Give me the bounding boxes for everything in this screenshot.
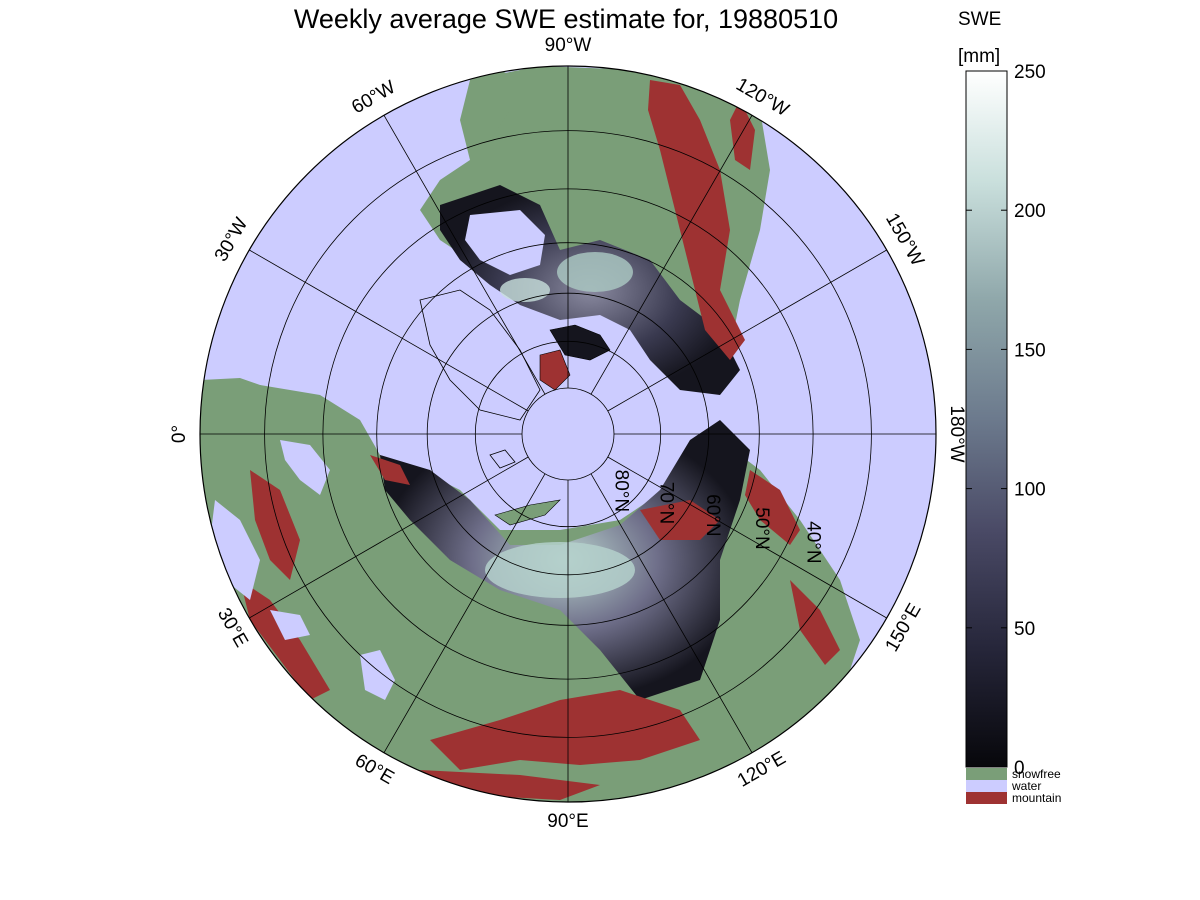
novaya-zemlya-island [494, 499, 561, 526]
baltic-sea [280, 440, 330, 495]
meridian-line [607, 456, 887, 619]
colorbar-tick-label: 250 [1014, 62, 1046, 83]
west-coast-mountains [730, 100, 755, 170]
scandinavia-mountains [370, 455, 410, 485]
meridian-line [249, 456, 529, 619]
colorbar: SWE [mm] 0 50 100 150 200 250 [958, 9, 1046, 779]
meridian-line [249, 249, 529, 412]
greenland-land [460, 70, 520, 160]
kamchatka-mountains [790, 580, 840, 665]
mediterranean-sea [210, 500, 260, 600]
meridian-line [383, 473, 546, 753]
legend-swatch-mountain [966, 792, 1007, 804]
black-sea [270, 610, 310, 640]
meridian-line [590, 115, 753, 395]
longitude-label: 90°E [547, 811, 588, 832]
latitude-label: 60°N [702, 494, 723, 536]
meridian-lines [200, 66, 936, 802]
colorbar-tick-label: 150 [1014, 340, 1046, 361]
europe-land [200, 378, 300, 430]
longitude-label: 90°W [545, 35, 592, 56]
chart-title: Weekly average SWE estimate for, 1988051… [294, 4, 838, 34]
latitude-label: 80°N [610, 470, 631, 512]
longitude-label: 180°W [946, 405, 967, 462]
legend-swatch-water [966, 780, 1007, 792]
central-asia-mountains [430, 690, 700, 770]
legend-label-water: water [1011, 779, 1041, 793]
meridian-line [607, 249, 887, 412]
na-snow-core-west [500, 278, 550, 302]
latitude-label: 50°N [751, 507, 772, 549]
colorbar-ticks: 0 50 100 150 200 250 [966, 62, 1046, 779]
colorbar-tick-label: 100 [1014, 480, 1046, 501]
rockies-mountains [648, 80, 745, 360]
latitude-label: 40°N [803, 521, 824, 563]
legend-swatch-snowfree [966, 768, 1007, 780]
canadian-archipelago [549, 324, 611, 361]
legend-label-snowfree: snowfree [1012, 767, 1061, 781]
colorbar-gradient [965, 70, 1008, 768]
map-layers [200, 66, 860, 802]
eurasia-snow-core [485, 542, 635, 598]
colorbar-tick-label: 200 [1014, 201, 1046, 222]
polar-map: 90°W60°W30°W0°30°E60°E90°E120°E150°E180°… [169, 35, 967, 832]
latitude-labels: 80°N 70°N 60°N 50°N 40°N [610, 470, 823, 564]
longitude-label: 0° [169, 425, 190, 443]
hudson-bay [465, 210, 545, 275]
colorbar-tick-label: 0 [1014, 758, 1025, 779]
svalbard-island [489, 449, 516, 469]
colorbar-title: SWE [958, 9, 1001, 30]
legend-label-mountain: mountain [1012, 791, 1061, 805]
colorbar-tick-label: 50 [1014, 619, 1035, 640]
baffin-island [539, 349, 571, 391]
latitude-label: 70°N [655, 482, 676, 524]
map-border [199, 65, 937, 803]
na-snow-core [557, 252, 633, 292]
colorbar-unit: [mm] [958, 46, 1000, 67]
europe-mountains [250, 470, 300, 580]
meridian-line [590, 473, 753, 753]
meridian-line [383, 115, 546, 395]
alaska-mountains [745, 470, 800, 545]
greenland-ice [419, 289, 541, 421]
